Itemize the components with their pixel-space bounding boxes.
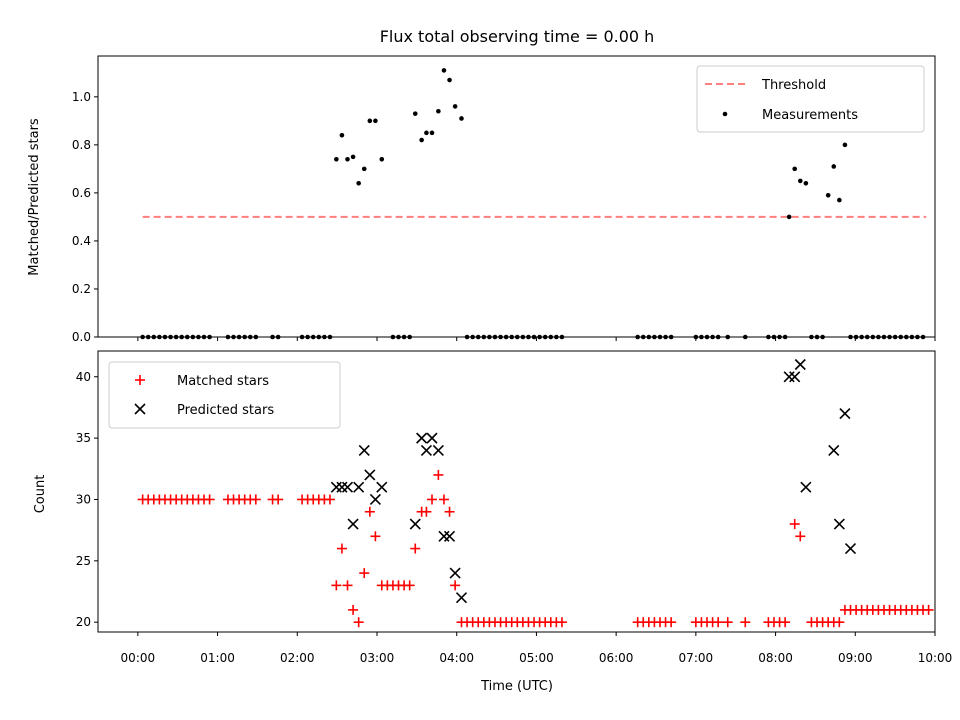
ratio-legend-box [696,65,925,133]
count-y-tick-label: 25 [76,554,91,568]
ratio-panel: 0.0 0.2 0.4 0.6 0.8 1.0 Matched/Predicted sta… [27,55,936,344]
measurement-point [424,130,429,136]
predicted-star-marker [455,592,468,604]
chart-title: Flux total observing time = 0.00 h [380,27,655,46]
measurement-point [361,166,367,172]
x-tick-label: 05:00 [519,651,554,665]
count-y-tick-label: 35 [76,431,91,445]
count-y-tick-label: 20 [76,615,91,629]
x-tick-label: 07:00 [679,651,714,665]
measurement-point [373,118,378,124]
measurement-point [356,180,361,186]
x-tick-label: 01:00 [200,651,235,665]
ratio-panel-frame [97,55,936,338]
predicted-star-marker [794,358,806,371]
ratio-legend: Threshold Measurements [696,65,925,133]
ratio-y-tick-label: 0.8 [72,138,91,152]
ratio-y-axis-label: Matched/Predicted stars [27,118,42,276]
predicted-star-marker [364,469,376,481]
predicted-star-marker [800,481,812,493]
measurement-point [334,156,339,162]
predicted-star-marker [376,481,388,493]
predicted-legend-label: Predicted stars [177,403,274,418]
x-tick-label: 04:00 [439,651,474,665]
ratio-y-tick-label: 0.4 [72,234,91,248]
measurement-point [831,164,837,169]
ratio-y-tick-label: 0.6 [72,186,91,200]
predicted-star-marker [353,481,365,493]
predicted-star-marker [341,481,354,493]
predicted-star-marker [432,444,444,456]
measurement-point [339,132,345,138]
measurements-legend-label: Measurements [762,108,858,123]
predicted-star-marker [839,408,851,420]
measurement-point [350,154,356,160]
measurement-point [825,192,831,198]
measurement-point [412,111,418,116]
measurement-point [803,180,809,186]
predicted-star-marker [409,518,421,530]
measurement-point [837,197,842,203]
measurements-legend-swatch [722,111,728,117]
ratio-y-tick-label: 0.2 [72,282,91,296]
measurement-point [459,116,464,121]
x-tick-label: 06:00 [599,651,634,665]
measurement-point [452,104,458,109]
measurement-point [367,118,373,124]
x-axis-label: Time (UTC) [480,679,553,694]
x-tick-label: 03:00 [360,651,395,665]
predicted-legend-marker [134,403,146,415]
predicted-star-marker [426,432,438,444]
predicted-legend-swatch [134,403,146,415]
matched-legend-swatch [135,375,145,385]
predicted-star-marker [369,493,381,506]
predicted-star-marker [443,530,456,542]
predicted-star-marker [789,371,801,383]
predicted-star-marker [416,432,428,444]
measurement-point [345,156,350,162]
count-y-tick-label: 30 [76,492,91,506]
predicted-star-marker [420,444,432,456]
predicted-star-marker [833,518,845,530]
ratio-y-tick-label: 1.0 [72,90,91,104]
count-panel-frame [97,350,936,633]
predicted-star-marker [358,444,370,456]
predicted-star-marker [449,567,461,579]
count-legend-box [108,361,341,429]
measurement-point [419,137,424,143]
x-tick-label: 09:00 [838,651,873,665]
ratio-y-tick-label: 0.0 [72,330,91,344]
measurement-point [792,166,798,172]
predicted-star-marker [347,518,359,530]
x-tick-label: 10:00 [918,651,953,665]
predicted-star-marker [828,444,840,456]
count-legend: Matched stars Predicted stars [108,361,341,429]
measurement-point [436,108,441,114]
measurement-point [441,68,447,73]
count-y-tick-label: 40 [76,370,91,384]
predicted-star-marker [844,542,857,555]
measurement-point [379,156,385,162]
threshold-legend-label: Threshold [761,78,826,93]
count-panel: 20 25 30 35 40 00:00 01:00 02:00 03:00 04:00 05:0… [33,350,953,694]
measurement-point [842,142,848,148]
measurement-point [429,130,435,136]
measurement-point [786,214,792,220]
matched-legend-label: Matched stars [177,374,269,389]
count-y-axis-label: Count [33,475,48,514]
measurement-point [797,178,803,184]
x-tick-label: 08:00 [758,651,793,665]
x-tick-label: 02:00 [280,651,315,665]
measurement-point [447,77,452,83]
x-tick-label: 00:00 [121,651,156,665]
